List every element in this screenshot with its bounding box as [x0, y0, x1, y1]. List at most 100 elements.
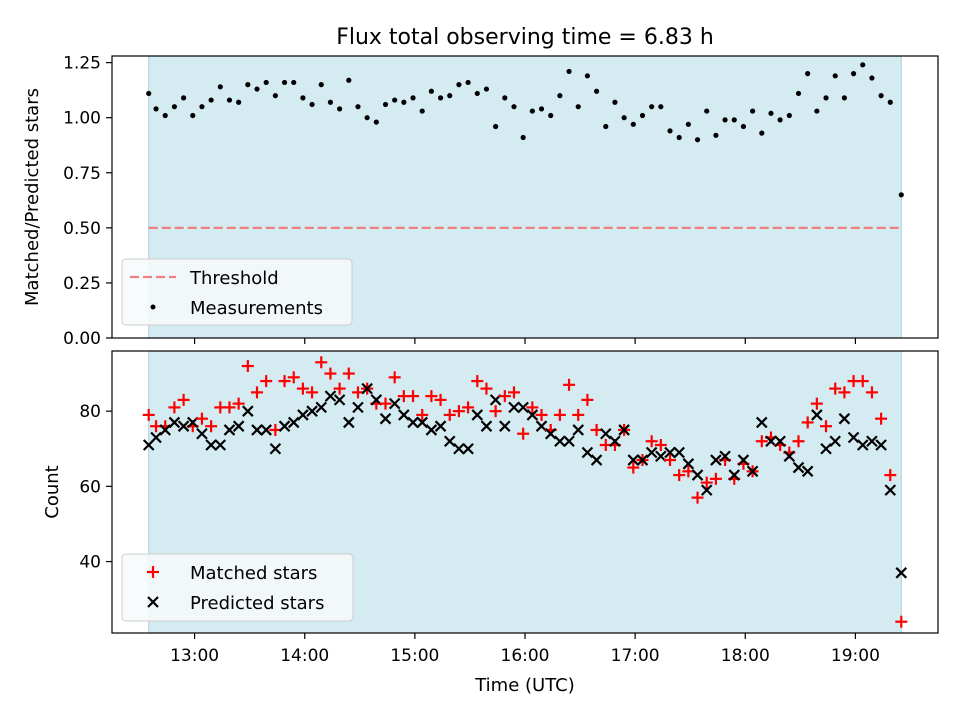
predicted-star-point — [737, 454, 750, 466]
measurement-point — [713, 132, 719, 138]
matched-star-point — [526, 401, 539, 414]
matched-star-point — [654, 439, 667, 451]
measurement-point — [805, 71, 811, 77]
predicted-star-point — [306, 405, 318, 417]
matched-legend-label: Matched stars — [190, 563, 317, 584]
predicted-star-point — [847, 431, 860, 444]
predicted-star-point — [379, 412, 392, 425]
matched-star-point — [664, 454, 677, 467]
measurement-point — [346, 77, 352, 83]
predicted-star-point — [333, 394, 346, 406]
measurement-point — [327, 99, 334, 105]
matched-star-point — [875, 412, 888, 425]
measurement-point — [685, 121, 691, 127]
predicted-star-point — [205, 439, 217, 451]
measurement-point — [281, 79, 288, 86]
measurement-point — [850, 71, 857, 77]
measurement-point — [649, 104, 655, 110]
predicted-star-point — [453, 442, 465, 455]
matched-star-point — [462, 401, 475, 414]
predicted-star-point — [499, 420, 511, 432]
predicted-star-point — [315, 401, 328, 414]
measurement-point — [401, 99, 407, 105]
measurement-point — [786, 112, 792, 119]
predicted-star-point — [884, 484, 897, 496]
matched-legend-swatch — [147, 566, 159, 578]
bottom-y-tick-label: 40 — [79, 553, 101, 573]
measurement-point — [658, 104, 664, 110]
measurement-point — [869, 75, 875, 81]
measurement-point — [272, 93, 278, 99]
measurement-point — [146, 90, 152, 97]
matched-star-point — [507, 386, 520, 399]
matched-star-point — [241, 360, 254, 373]
predicted-star-point — [242, 405, 254, 417]
x-axis-label: Time (UTC) — [474, 675, 575, 696]
measurement-point — [676, 134, 682, 141]
predicted-star-point — [801, 465, 814, 478]
measurement-point — [153, 106, 159, 112]
predicted-star-point — [269, 442, 282, 455]
measurement-point — [722, 117, 728, 123]
predicted-star-point — [627, 454, 640, 466]
predicted-star-point — [774, 435, 786, 448]
measurement-point — [217, 84, 223, 90]
predicted-star-point — [636, 454, 649, 466]
predicted-star-point — [471, 409, 484, 421]
bottom-legend-box — [121, 553, 354, 622]
top-y-tick-label: 0.25 — [63, 274, 101, 294]
x-tick-label: 13:00 — [170, 646, 219, 666]
predicted-star-point — [572, 424, 585, 436]
threshold-legend-label: Threshold — [189, 268, 279, 289]
measurement-point — [263, 79, 269, 86]
predicted-star-point — [508, 401, 520, 414]
measurement-point — [520, 134, 526, 141]
top-y-tick-label: 1.25 — [63, 54, 101, 74]
predicted-star-point — [251, 424, 263, 436]
matched-star-point — [177, 393, 190, 406]
matched-star-point — [333, 382, 346, 395]
predicted-star-point — [462, 442, 474, 455]
predicted-star-point — [875, 439, 887, 451]
x-tick-label: 18:00 — [721, 646, 770, 666]
predicted-star-point — [599, 427, 612, 440]
predicted-star-point — [480, 420, 493, 432]
matched-star-point — [452, 405, 465, 418]
measurement-point — [245, 82, 251, 88]
matched-star-point — [287, 371, 300, 384]
measurement-point — [162, 112, 168, 119]
matched-star-point — [296, 382, 309, 395]
matched-star-point — [627, 461, 640, 474]
measurement-point — [759, 130, 765, 136]
matched-star-point — [471, 375, 484, 388]
predicted-star-point — [232, 420, 245, 432]
measurement-point — [493, 123, 499, 130]
measurement-point — [180, 95, 187, 101]
predicted-legend-label: Predicted stars — [190, 593, 324, 614]
measurement-point — [557, 93, 563, 99]
predicted-star-point — [297, 409, 309, 421]
predicted-legend-swatch — [147, 596, 159, 608]
matched-star-point — [434, 393, 447, 406]
matched-star-point — [645, 435, 658, 448]
measurement-point — [474, 90, 480, 97]
bottom-y-axis-label: Count — [42, 465, 63, 518]
measurement-point — [612, 99, 618, 105]
predicted-star-point — [783, 450, 796, 463]
predicted-star-point — [343, 416, 355, 429]
matched-star-point — [315, 356, 328, 369]
matched-star-point — [792, 435, 805, 448]
predicted-star-point — [214, 439, 227, 451]
measurement-point — [538, 106, 545, 112]
bottom-panel: 40 60 80 13:00 14:00 15:00 16:00 17:00 18:00 19:… — [42, 350, 939, 696]
predicted-star-point — [682, 458, 695, 470]
measurement-point — [740, 123, 747, 130]
predicted-star-point — [361, 382, 373, 395]
matched-star-point — [673, 469, 686, 482]
top-y-tick-label: 1.00 — [63, 109, 101, 129]
predicted-star-point — [517, 401, 529, 414]
measurement-point — [777, 117, 783, 123]
top-legend-box — [121, 258, 353, 326]
predicted-star-point — [177, 420, 190, 432]
